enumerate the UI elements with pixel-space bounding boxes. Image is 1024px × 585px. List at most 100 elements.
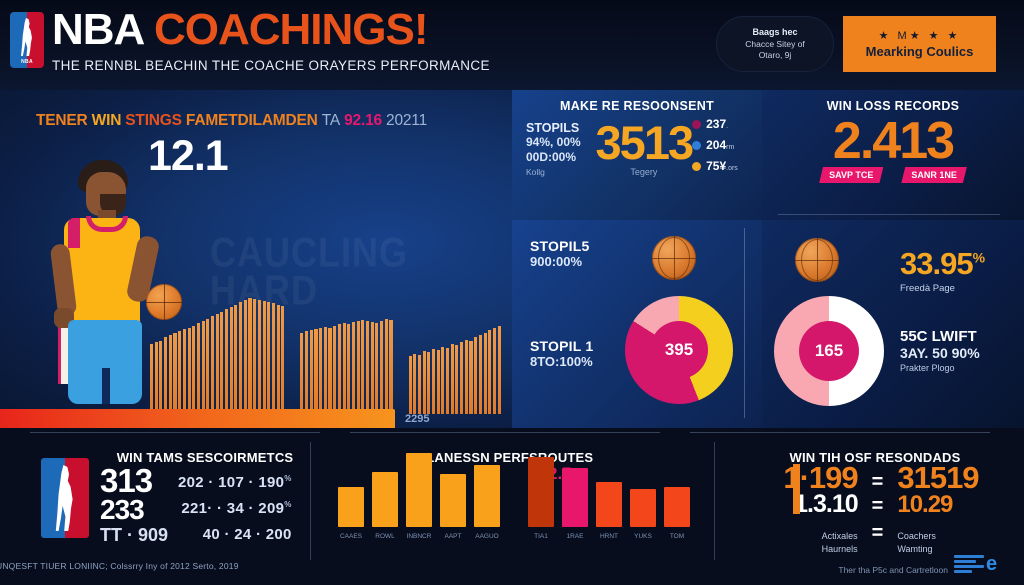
player-strap — [68, 218, 80, 248]
hero-column-bar — [257, 299, 261, 414]
hero-column-bar — [178, 331, 182, 414]
donut-left-center-label: 395 — [650, 321, 708, 379]
panelD-stat2-caption: Prakter Plogo — [900, 363, 955, 373]
footer-bar-category-label: ROWL — [375, 533, 395, 540]
footer-left-number-1: 313 — [100, 462, 153, 499]
panelD-stat1-caption: Freedà Page — [900, 283, 955, 294]
hero-column-bar — [243, 299, 247, 414]
badge-pill: Baags hec Chacce Sitey of Otaro, 9j — [716, 16, 834, 72]
badge-orange: ★ M★ ★ ★ Mearking Coulics — [843, 16, 996, 72]
footer-bar-item: AAGUO — [474, 464, 500, 540]
basketball-icon-right — [795, 238, 839, 282]
footer-right-accent-bar — [793, 464, 800, 514]
footer-bar-item: AAPT — [440, 474, 466, 540]
hero-column-bar — [380, 320, 384, 414]
hero-column-bar — [248, 297, 252, 414]
hero-column-bar — [173, 332, 177, 414]
footer-bar-item: ROWL — [372, 472, 398, 540]
page-subtitle: THE RENNBL BEACHIN THE COACHE ORAYERS PE… — [52, 58, 490, 73]
hero-headline-part-0: TENER — [36, 112, 88, 129]
hero-column-bar — [384, 318, 388, 414]
player-leg-split — [102, 368, 110, 404]
brand-bars-icon — [954, 555, 984, 573]
footer-bar-category-label: HRNT — [599, 533, 619, 540]
panelB-tag-1: SANR 1NE — [901, 167, 967, 183]
footer-bar-category-label: INBNCR — [406, 533, 432, 540]
hero-column-bar — [168, 334, 172, 414]
nba-player-silhouette-large-icon — [55, 465, 73, 531]
donut-right-center-label: 165 — [799, 321, 859, 381]
hero-column-bar — [455, 345, 459, 414]
hero-column-bar — [370, 322, 374, 414]
footer-bar-chart: 2.7 CAAES ROWL INBNCR AAPT AAGUO TIA1 1RAE HRNT… — [330, 453, 690, 562]
panelA-legend: 237. 204rm 75¥.ors — [692, 117, 752, 180]
footer-vdivider-2 — [714, 442, 715, 560]
hero-column-bar — [192, 325, 196, 414]
hero-headline-part-5: 92.16 — [344, 112, 382, 129]
footer-bar-item: CAAES — [338, 487, 364, 540]
panelA-legend-item: 204rm — [692, 138, 752, 152]
footer-ratio-left-cap1: Actixales — [821, 531, 858, 541]
badge-pill-line2: Chacce Sitey of — [745, 38, 805, 49]
hero-column-bar — [300, 332, 304, 414]
panel-win-loss-records: WIN LOSS RECORDS 2.413 SAVP TCE SANR 1NE — [762, 90, 1024, 220]
footer-bar-item: 1RAE — [562, 468, 588, 540]
hero-column-bar — [154, 341, 158, 414]
footer-bar — [338, 487, 364, 527]
star-rating-icon: ★ M★ ★ ★ — [878, 30, 961, 42]
basketball-icon — [146, 284, 182, 320]
hero-headline: TENER WIN STINGS FAMETDILAMDEN TA 92.16 … — [36, 112, 427, 130]
title-word-1: NBA — [52, 5, 144, 54]
footer-bar-group: TIA1 1RAE HRNT YUKS TOM — [528, 457, 690, 540]
footer-left-rows: 202 · 107 · 190% 221· · 34 · 209% 40 · 24 … — [178, 470, 292, 547]
panelA-legend-item: 75¥.ors — [692, 159, 752, 173]
hero-column-bar — [215, 313, 219, 414]
hero-column-bar — [196, 323, 200, 414]
panelC-label1-line1: STOPIL5 — [530, 238, 590, 254]
footer-bar-item: TOM — [664, 487, 690, 540]
hero-column-bar — [281, 305, 285, 414]
panelA-content-row: STOPILS 94%, 00% 00D:00% Kollg 3513 Tege… — [512, 113, 762, 180]
panelA-left-value-2: 00D:00% — [526, 149, 577, 164]
hero-column-bar — [271, 303, 275, 414]
title-block: NBA COACHINGS! THE RENNBL BEACHIN THE CO… — [52, 5, 490, 74]
hero-column-bar — [305, 331, 309, 414]
footer-bar — [372, 472, 398, 527]
nba-logo-icon: NBA — [10, 12, 44, 68]
donut-chart-right: 165 — [774, 296, 884, 406]
footer-section: WIN TAMS SESCOIRMETCS DLANESSN PERFSROUT… — [0, 428, 1024, 585]
hero-headline-part-3: FAMETDILAMDEN — [185, 112, 318, 129]
hero-headline-part-6: 20211 — [386, 112, 427, 129]
panel-make-re-resoonsent: MAKE RE RESOONSENT STOPILS 94%, 00% 00D:… — [512, 90, 762, 220]
footer-bar-category-label: 1RAE — [566, 533, 584, 540]
hero-column-bar — [150, 344, 154, 414]
hero-column-bar — [413, 353, 417, 414]
footer-left-numbers: 313 233 TT · 909 — [100, 462, 168, 547]
basketball-icon-left — [652, 236, 696, 280]
panelA-big-caption: Tegery — [630, 167, 658, 178]
footer-bar-category-label: TOM — [669, 533, 685, 540]
footer-ratio-eq-3: = — [871, 522, 884, 544]
panelB-big-number: 2.413 — [832, 112, 955, 170]
footer-bar-category-label: CAAES — [339, 533, 363, 540]
hero-column-chart — [150, 286, 501, 414]
footer-ratio-left-2-value: 1.3.10 — [794, 490, 859, 518]
basketball-seam-right — [801, 239, 833, 281]
brand-letter: e — [986, 553, 998, 575]
footer-ratio-row-3: Actixales Haurnels = Coachers Wamting — [745, 522, 1015, 555]
hero-headline-part-4: TA — [321, 112, 341, 129]
footer-left-row: 202 · 107 · 190% — [178, 474, 292, 491]
hero-column-bar — [356, 320, 360, 414]
hero-column-bar — [347, 324, 351, 414]
footer-ratio-right-1: 31519 — [897, 462, 1007, 493]
panelA-big-number: 3513 — [595, 115, 695, 169]
hero-column-bar — [328, 327, 332, 414]
header-bar: NBA NBA COACHINGS! THE RENNBL BEACHIN TH… — [0, 0, 1024, 90]
hero-column-group — [408, 286, 501, 414]
hero-column-bar — [206, 318, 210, 414]
hero-headline-part-1: WIN — [91, 112, 122, 129]
hero-column-bar — [422, 351, 426, 414]
footer-bar — [596, 481, 622, 527]
hero-column-bar — [220, 311, 224, 414]
